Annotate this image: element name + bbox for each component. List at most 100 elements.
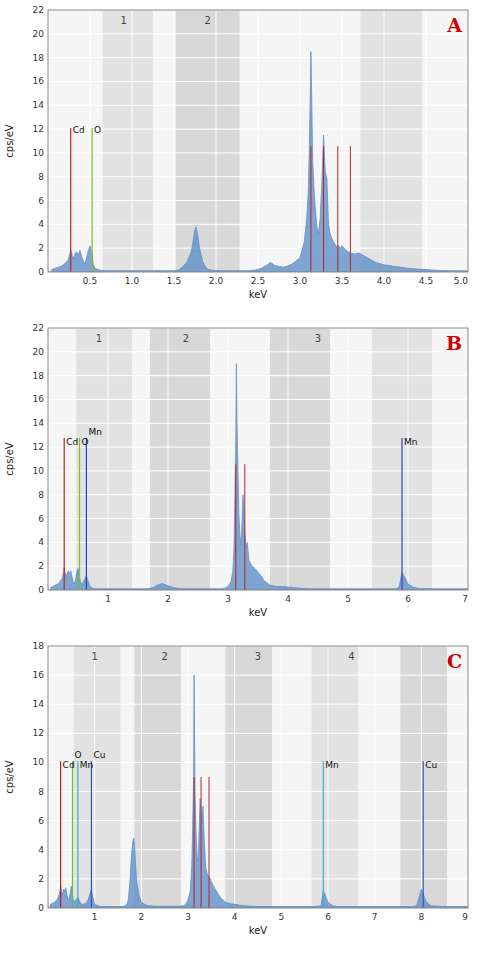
grid-line bbox=[48, 423, 468, 424]
element-line bbox=[401, 438, 402, 590]
spectrum-area bbox=[51, 52, 468, 272]
band bbox=[312, 646, 359, 908]
plot-area bbox=[48, 646, 468, 908]
y-tick-label: 10 bbox=[33, 466, 45, 476]
y-tick-label: 4 bbox=[38, 845, 44, 855]
element-line bbox=[91, 128, 92, 272]
grid-line bbox=[141, 646, 142, 908]
plot-area bbox=[48, 328, 468, 590]
grid-line bbox=[168, 328, 169, 590]
band bbox=[372, 328, 432, 590]
element-label: Cu bbox=[93, 750, 105, 760]
panel: 02468101214161820221234567keVcps/eV123Cd… bbox=[4, 323, 468, 618]
grid-line bbox=[408, 328, 409, 590]
grid-line bbox=[48, 375, 468, 376]
y-tick-label: 18 bbox=[33, 641, 45, 651]
x-tick-label: 2 bbox=[138, 912, 144, 922]
x-tick-label: 0.5 bbox=[83, 276, 97, 286]
band bbox=[225, 646, 272, 908]
band bbox=[150, 328, 210, 590]
chart: 02468101214161820220.51.01.52.02.53.03.5… bbox=[0, 0, 478, 964]
grid-line bbox=[348, 328, 349, 590]
grid-line bbox=[288, 328, 289, 590]
x-tick-label: 1.5 bbox=[167, 276, 181, 286]
spectrum-line bbox=[50, 675, 468, 906]
y-tick-label: 8 bbox=[38, 787, 44, 797]
marker-line bbox=[337, 146, 338, 272]
x-axis-label: keV bbox=[249, 607, 268, 618]
grid-line bbox=[174, 10, 175, 272]
grid-line bbox=[426, 10, 427, 272]
band-label: 3 bbox=[255, 651, 261, 662]
panel: 024681012141618123456789keVcps/eV1234CdO… bbox=[4, 641, 468, 936]
band-label: 1 bbox=[96, 333, 102, 344]
element-label: Mn bbox=[80, 760, 93, 770]
band bbox=[74, 646, 121, 908]
spectrum-area bbox=[50, 364, 468, 590]
panel-title: A bbox=[446, 14, 462, 36]
y-tick-label: 16 bbox=[33, 394, 45, 404]
element-line bbox=[72, 761, 73, 908]
element-line bbox=[64, 438, 65, 590]
element-line bbox=[70, 128, 71, 272]
band-label: 1 bbox=[120, 15, 126, 26]
y-tick-label: 2 bbox=[38, 561, 44, 571]
y-axis-label: cps/eV bbox=[4, 442, 15, 476]
y-tick-label: 12 bbox=[33, 442, 44, 452]
x-axis-label: keV bbox=[249, 289, 268, 300]
y-tick-label: 0 bbox=[38, 267, 44, 277]
marker-line bbox=[244, 464, 245, 590]
element-line bbox=[60, 761, 61, 908]
y-tick-label: 16 bbox=[33, 76, 45, 86]
x-tick-label: 5 bbox=[278, 912, 284, 922]
y-tick-label: 18 bbox=[33, 371, 45, 381]
plot-background bbox=[48, 646, 468, 908]
element-label: Cd bbox=[66, 437, 78, 447]
element-label: O bbox=[94, 125, 101, 135]
grid-line bbox=[234, 646, 235, 908]
y-tick-label: 6 bbox=[38, 816, 44, 826]
grid-line bbox=[48, 733, 468, 734]
y-tick-label: 12 bbox=[33, 124, 44, 134]
y-tick-label: 4 bbox=[38, 537, 44, 547]
y-tick-label: 14 bbox=[33, 699, 45, 709]
x-tick-label: 2.5 bbox=[251, 276, 265, 286]
plot-frame bbox=[48, 646, 468, 908]
y-tick-label: 10 bbox=[33, 757, 45, 767]
marker-line bbox=[323, 146, 324, 272]
spectrum-area bbox=[50, 675, 468, 908]
grid-line bbox=[188, 646, 189, 908]
element-label: Cd bbox=[73, 125, 85, 135]
element-line bbox=[77, 761, 78, 908]
x-tick-label: 9 bbox=[462, 912, 468, 922]
y-tick-label: 12 bbox=[33, 728, 44, 738]
grid-line bbox=[216, 10, 217, 272]
marker-line bbox=[201, 777, 202, 908]
grid-line bbox=[281, 646, 282, 908]
y-tick-label: 0 bbox=[38, 903, 44, 913]
grid-line bbox=[48, 470, 468, 471]
marker-line bbox=[194, 777, 195, 908]
band-label: 4 bbox=[348, 651, 354, 662]
element-label: O bbox=[75, 750, 82, 760]
x-tick-label: 4.0 bbox=[377, 276, 392, 286]
grid-line bbox=[94, 646, 95, 908]
panel-title: C bbox=[447, 650, 462, 672]
grid-line bbox=[48, 675, 468, 676]
grid-line bbox=[48, 399, 468, 400]
grid-line bbox=[48, 494, 468, 495]
grid-line bbox=[132, 10, 133, 272]
spectrum-line bbox=[50, 364, 468, 589]
plot-background bbox=[48, 328, 468, 590]
element-label: Cd bbox=[63, 760, 75, 770]
panel-title: B bbox=[446, 332, 462, 354]
grid-line bbox=[48, 849, 468, 850]
x-tick-label: 5 bbox=[345, 594, 351, 604]
grid-line bbox=[300, 10, 301, 272]
grid-line bbox=[48, 878, 468, 879]
y-tick-label: 14 bbox=[33, 418, 45, 428]
y-tick-label: 10 bbox=[33, 148, 45, 158]
element-line bbox=[79, 438, 80, 590]
element-label: Cu bbox=[425, 760, 437, 770]
band-label: 2 bbox=[204, 15, 210, 26]
